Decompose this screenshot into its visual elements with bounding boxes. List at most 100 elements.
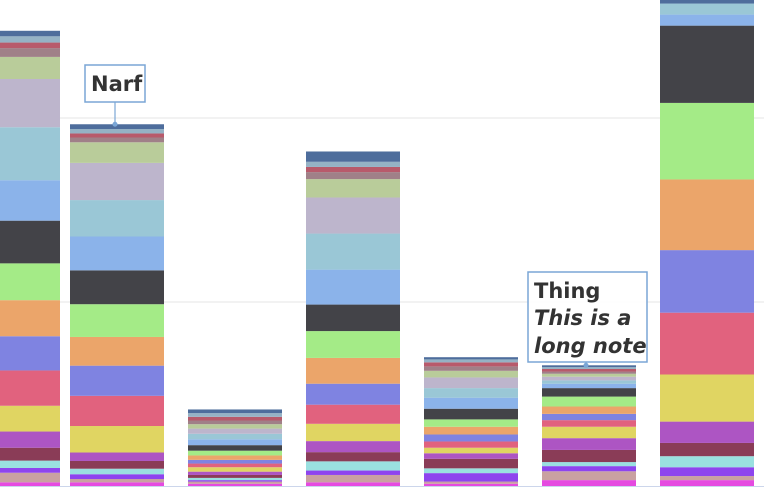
bar-segment <box>188 455 282 460</box>
bar-segment <box>306 470 400 475</box>
bar-segment <box>188 424 282 429</box>
bar-segment <box>306 404 400 424</box>
bar-segment <box>0 405 60 432</box>
bar-stack <box>424 357 518 486</box>
bar-segment <box>424 370 518 378</box>
bar-segment <box>70 482 164 486</box>
bar-segment <box>660 102 754 180</box>
bar-segment <box>0 460 60 468</box>
bar-stack <box>660 0 754 486</box>
bar-segment <box>424 357 518 360</box>
bar-segment <box>542 406 636 414</box>
bar-segment <box>306 452 400 462</box>
bar-segment <box>542 368 636 372</box>
bar-segment <box>542 438 636 450</box>
annotation-anchor-dot <box>112 121 118 127</box>
bar-segment <box>0 431 60 448</box>
bar-segment <box>0 78 60 128</box>
bar-segment <box>0 370 60 406</box>
bar-segment <box>542 365 636 368</box>
bar-segment <box>0 180 60 221</box>
bar-segment <box>542 420 636 427</box>
bar-segment <box>188 433 282 440</box>
bar-segment <box>542 462 636 467</box>
bar-segment <box>0 336 60 371</box>
bar-segment <box>542 449 636 463</box>
bar-segment <box>660 456 754 468</box>
bar-segment <box>424 359 518 363</box>
bar-segment <box>0 263 60 301</box>
annotation-anchor-dot <box>583 362 589 368</box>
bar-segment <box>70 336 164 366</box>
bar-segment <box>424 468 518 474</box>
bar-segment <box>424 447 518 454</box>
bar-segment <box>424 397 518 409</box>
annotation-label: Thing <box>534 279 600 303</box>
bar-segment <box>660 250 754 313</box>
bar-segment <box>306 151 400 162</box>
bar-segment <box>424 481 518 484</box>
bar-segment <box>188 450 282 456</box>
bar-stack <box>542 365 636 486</box>
bar-segment <box>424 362 518 367</box>
bar-segment <box>306 166 400 173</box>
bar-segment <box>306 269 400 305</box>
bar-segment <box>542 373 636 377</box>
bar-segment <box>0 467 60 473</box>
bar-segment <box>660 312 754 375</box>
annotation-box <box>527 271 648 363</box>
bar-segment <box>306 161 400 167</box>
bar-segment <box>188 480 282 482</box>
bar-segment <box>660 0 754 4</box>
bar-segment <box>306 304 400 332</box>
bar-segment <box>424 419 518 427</box>
bar-segment <box>0 127 60 181</box>
bar-segment <box>306 172 400 180</box>
bar-segment <box>188 477 282 481</box>
bar-segment <box>70 468 164 475</box>
bar-segment <box>188 445 282 451</box>
bar-segment <box>188 474 282 478</box>
bar-segment <box>70 124 164 130</box>
bar-segment <box>660 442 754 457</box>
bar-stack <box>0 30 60 486</box>
annotation-note: This is a <box>534 306 631 330</box>
bar-segment <box>542 471 636 481</box>
bar-segment <box>424 453 518 459</box>
bar-segment <box>424 441 518 448</box>
bar-segment <box>424 426 518 435</box>
bar-segment <box>424 473 518 482</box>
bar-segment <box>0 300 60 337</box>
bar-segment <box>0 482 60 486</box>
bar-segment <box>188 413 282 417</box>
bar-segment <box>424 408 518 420</box>
bar-segment <box>188 439 282 446</box>
bar-segment <box>306 179 400 198</box>
bar-segment <box>0 220 60 264</box>
bar-segment <box>70 474 164 480</box>
bar-segment <box>306 233 400 270</box>
annotation-note: long note <box>534 334 647 358</box>
bar-segment <box>306 474 400 483</box>
bar-segment <box>70 270 164 305</box>
bar-segment <box>188 459 282 464</box>
bar-segment <box>542 413 636 421</box>
bar-stack <box>70 124 164 486</box>
bar-segment <box>188 409 282 414</box>
bar-segment <box>188 463 282 468</box>
bar-segment <box>188 481 282 484</box>
bar-segment <box>306 383 400 405</box>
bar-segment <box>188 428 282 434</box>
bar-segment <box>660 179 754 251</box>
bar-segment <box>188 483 282 486</box>
bar-segment <box>0 30 60 37</box>
bar-segment <box>70 304 164 337</box>
bar-segment <box>424 483 518 486</box>
bar-segment <box>424 458 518 469</box>
bar-segment <box>660 467 754 477</box>
bar-segment <box>542 383 636 389</box>
bar-segment <box>542 371 636 374</box>
bar-segment <box>542 426 636 439</box>
